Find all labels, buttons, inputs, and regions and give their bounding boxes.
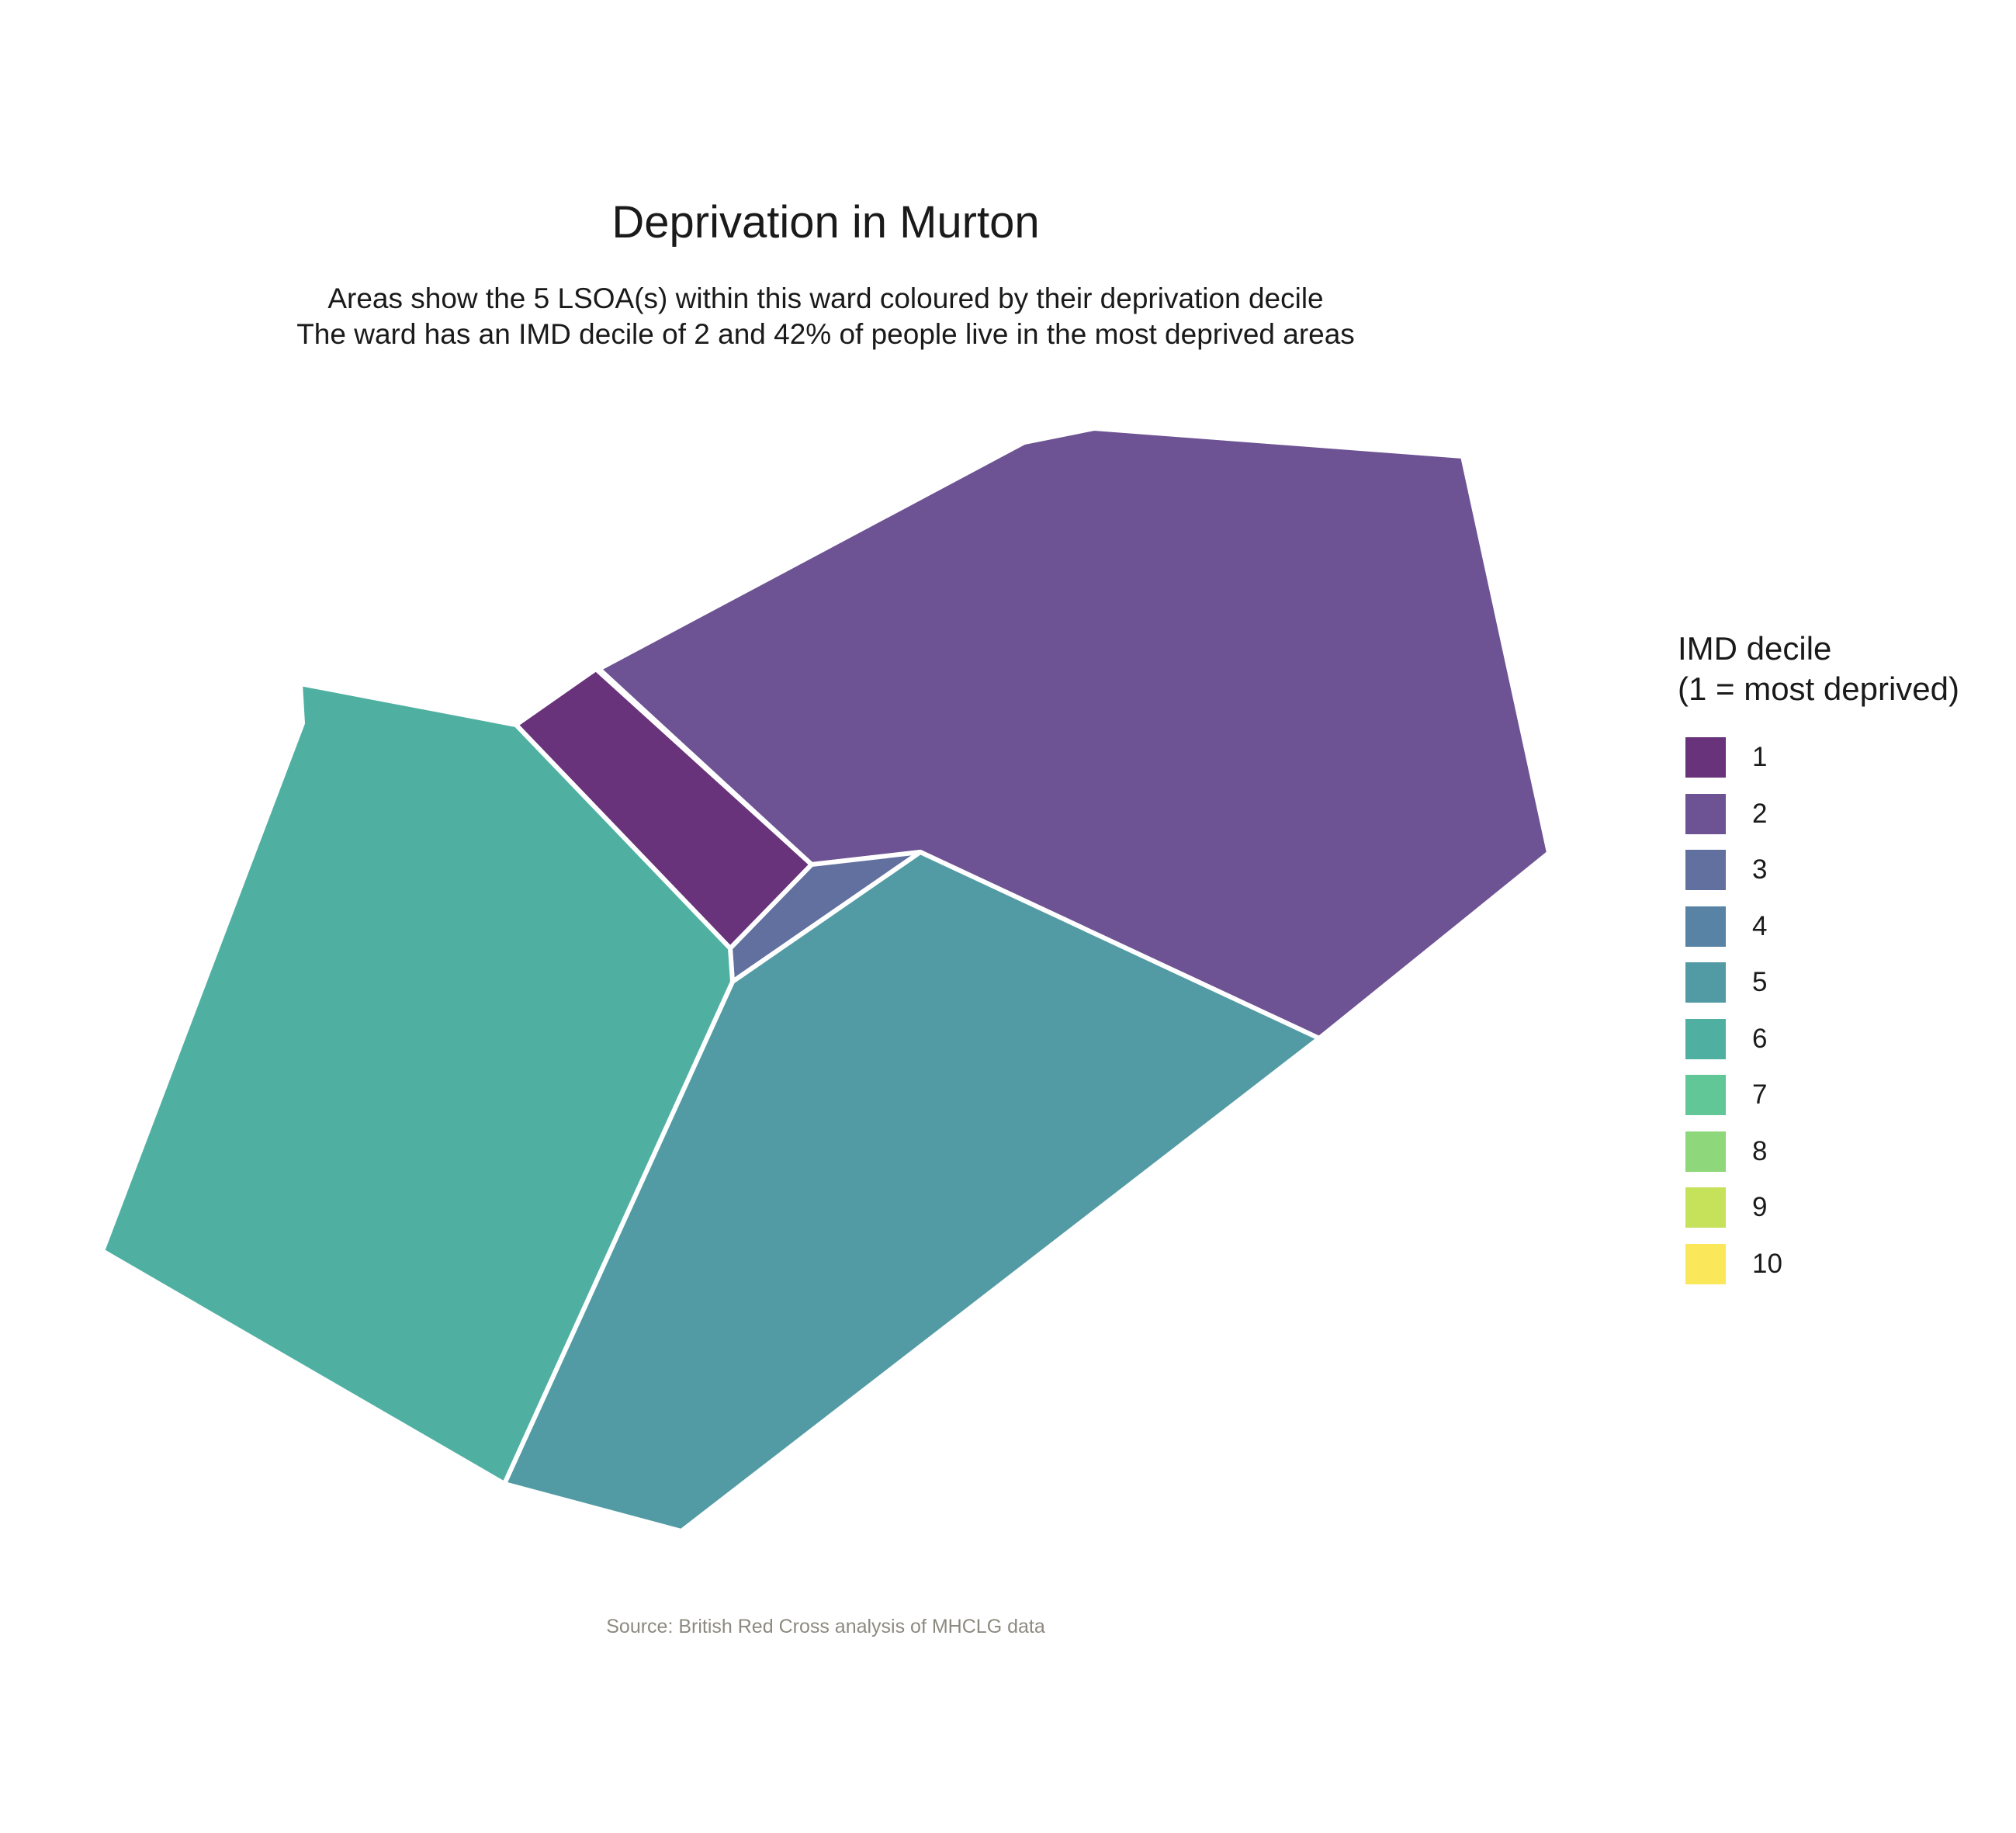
- legend-items: 1 2 3 4 5 6 7 8 9 10: [1678, 729, 1959, 1292]
- legend-title-line-1: IMD decile: [1678, 630, 1832, 667]
- legend-item-7: 7: [1678, 1067, 1959, 1124]
- legend-title: IMD decile (1 = most deprived): [1678, 629, 1959, 709]
- lsoa-decile-6: [100, 681, 735, 1486]
- legend-item-10: 10: [1678, 1236, 1959, 1293]
- legend-title-line-2: (1 = most deprived): [1678, 670, 1959, 707]
- legend-swatch-10: [1685, 1243, 1726, 1284]
- chart-title: Deprivation in Murton: [611, 197, 1040, 248]
- legend-label-1: 1: [1752, 742, 1768, 773]
- chart-subtitle-line-1: Areas show the 5 LSOA(s) within this war…: [327, 282, 1324, 314]
- legend-item-5: 5: [1678, 955, 1959, 1011]
- legend-label-5: 5: [1752, 967, 1768, 998]
- legend-label-2: 2: [1752, 798, 1768, 829]
- legend-swatch-2: [1685, 793, 1726, 834]
- legend-item-3: 3: [1678, 842, 1959, 899]
- legend-swatch-9: [1685, 1187, 1726, 1228]
- chart-subtitle-line-2: The ward has an IMD decile of 2 and 42% …: [296, 318, 1355, 350]
- legend-item-9: 9: [1678, 1180, 1959, 1236]
- legend-swatch-6: [1685, 1018, 1726, 1059]
- legend-swatch-7: [1685, 1075, 1726, 1116]
- legend-swatch-3: [1685, 850, 1726, 891]
- legend-swatch-8: [1685, 1131, 1726, 1172]
- legend-item-2: 2: [1678, 786, 1959, 843]
- legend: IMD decile (1 = most deprived) 1 2 3 4 5 6 7 8 9…: [1678, 629, 1959, 1292]
- legend-item-6: 6: [1678, 1011, 1959, 1068]
- legend-item-1: 1: [1678, 729, 1959, 786]
- legend-label-3: 3: [1752, 854, 1768, 885]
- legend-swatch-4: [1685, 906, 1726, 947]
- legend-label-7: 7: [1752, 1079, 1768, 1111]
- legend-label-10: 10: [1752, 1248, 1782, 1279]
- legend-swatch-1: [1685, 737, 1726, 778]
- legend-label-9: 9: [1752, 1192, 1768, 1223]
- legend-item-8: 8: [1678, 1124, 1959, 1180]
- legend-label-6: 6: [1752, 1023, 1768, 1054]
- source-caption: Source: British Red Cross analysis of MH…: [606, 1616, 1045, 1637]
- legend-label-8: 8: [1752, 1135, 1768, 1166]
- legend-label-4: 4: [1752, 910, 1768, 941]
- legend-item-4: 4: [1678, 899, 1959, 955]
- legend-swatch-5: [1685, 962, 1726, 1003]
